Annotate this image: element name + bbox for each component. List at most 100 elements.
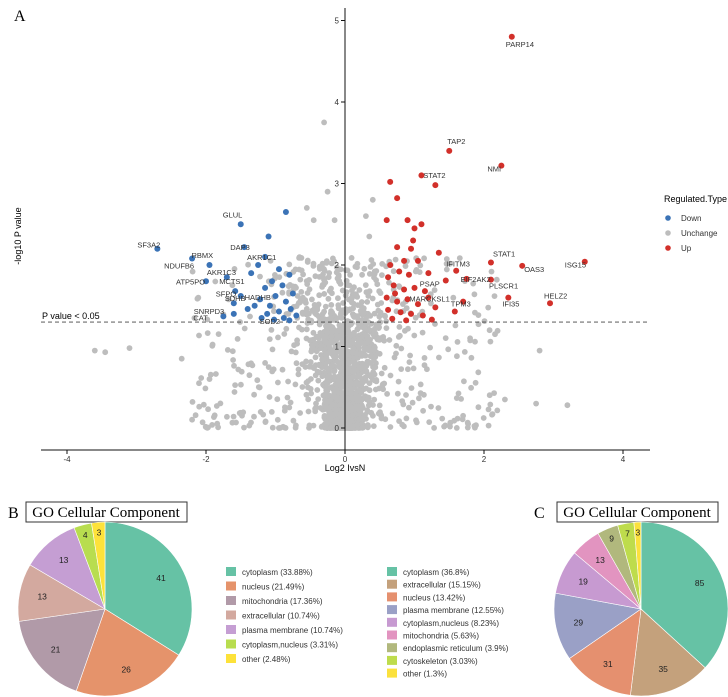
y-tick-label: 4 — [335, 98, 340, 107]
unchanged-point — [354, 422, 361, 428]
unchanged-point — [359, 271, 365, 278]
pie-slice — [91, 521, 106, 610]
pie-legend-swatch — [226, 567, 236, 576]
unchanged-point — [428, 403, 434, 410]
unchanged-point — [491, 390, 497, 396]
unchanged-point — [480, 415, 487, 421]
unchanged-point — [350, 345, 357, 352]
down-point — [244, 306, 251, 313]
unchanged-point — [351, 374, 358, 380]
unchanged-point — [379, 261, 386, 267]
unchanged-point — [332, 384, 339, 391]
unchanged-point — [230, 357, 237, 363]
unchanged-point — [238, 381, 244, 388]
unchanged-point — [361, 340, 368, 346]
unchanged-point — [213, 371, 219, 377]
unchanged-point — [486, 327, 493, 334]
down-point — [237, 292, 244, 299]
unchanged-point — [315, 396, 322, 402]
unchanged-point — [126, 345, 133, 351]
up-point — [404, 296, 411, 303]
legend-label: Unchange — [681, 229, 718, 238]
unchanged-point — [370, 423, 377, 429]
unchanged-point — [350, 395, 357, 402]
unchanged-point — [337, 419, 344, 426]
unchanged-point — [493, 276, 500, 283]
unchanged-point — [279, 289, 286, 296]
pie-value-label: 41 — [156, 573, 166, 583]
regulated-points — [154, 33, 588, 324]
pie-legend-swatch — [387, 643, 397, 653]
unchanged-point — [282, 425, 289, 431]
pie-value-label: 3 — [636, 528, 641, 538]
unchanged-point — [458, 396, 464, 402]
pie-slice — [640, 521, 728, 669]
unchanged-point — [324, 188, 331, 195]
unchanged-point — [339, 336, 346, 343]
unchanged-point — [454, 339, 461, 345]
unchanged-point — [235, 366, 242, 373]
unchanged-point — [293, 360, 300, 367]
gene-label: SF3A2 — [137, 241, 160, 250]
unchanged-point — [254, 377, 261, 384]
y-tick-label: 0 — [335, 424, 340, 433]
unchanged-point — [397, 332, 403, 339]
unchanged-point — [442, 422, 449, 429]
y-tick-label: 3 — [335, 180, 340, 189]
x-tick-label: -2 — [202, 455, 210, 464]
unchanged-point — [321, 291, 328, 297]
up-point — [394, 298, 401, 305]
unchanged-point — [312, 273, 319, 280]
unchanged-point — [396, 324, 403, 330]
up-point — [425, 270, 432, 277]
unchanged-point — [485, 422, 492, 429]
unchanged-point — [214, 420, 221, 427]
unchanged-point — [472, 338, 478, 345]
down-point — [264, 310, 271, 317]
pie-value-label: 13 — [37, 592, 47, 602]
gene-label: HADHB — [245, 293, 271, 302]
unchanged-point — [292, 381, 299, 388]
up-point — [508, 33, 515, 40]
unchanged-point — [314, 304, 320, 311]
up-point — [408, 310, 415, 317]
up-point — [403, 317, 410, 324]
pie-value-label: 13 — [595, 555, 605, 565]
unchanged-point — [346, 382, 353, 388]
unchanged-point — [363, 289, 370, 296]
unchanged-point — [337, 266, 344, 273]
gene-label: AKR1C1 — [247, 253, 276, 262]
up-point — [428, 316, 435, 323]
pie-slice — [75, 608, 180, 697]
unchanged-point — [251, 391, 257, 398]
unchanged-point — [346, 320, 352, 327]
unchanged-point — [224, 413, 230, 420]
unchanged-point — [204, 316, 211, 323]
volcano-axes: -4 -2 0 2 4 0 1 2 3 4 5 — [41, 8, 650, 464]
unchanged-point — [347, 404, 354, 410]
gene-label: ISG15 — [565, 261, 586, 270]
unchanged-point — [230, 413, 237, 420]
unchanged-point — [471, 291, 478, 298]
unchanged-point — [268, 409, 275, 415]
unchanged-point — [475, 321, 482, 328]
gene-label: AKR1C3 — [207, 268, 236, 277]
pie-value-label: 35 — [658, 664, 668, 674]
down-point — [262, 253, 269, 260]
down-point — [257, 296, 264, 303]
gene-label: SNRPD3 — [194, 307, 224, 316]
unchanged-point — [364, 407, 371, 414]
unchanged-point — [339, 348, 346, 355]
up-point — [385, 274, 392, 281]
panel-letter-c: C — [534, 505, 545, 522]
pie-value-label: 13 — [59, 555, 69, 565]
unchanged-point — [362, 374, 369, 381]
unchanged-point — [303, 391, 310, 398]
pie-legend-label: endoplasmic reticulum (3.9%) — [403, 644, 509, 653]
unchanged-point — [354, 393, 361, 400]
unchanged-point — [339, 287, 346, 294]
unchanged-point — [452, 322, 459, 329]
unchanged-point — [308, 390, 314, 397]
unchanged-point — [372, 364, 379, 371]
unchanged-point — [427, 344, 433, 351]
